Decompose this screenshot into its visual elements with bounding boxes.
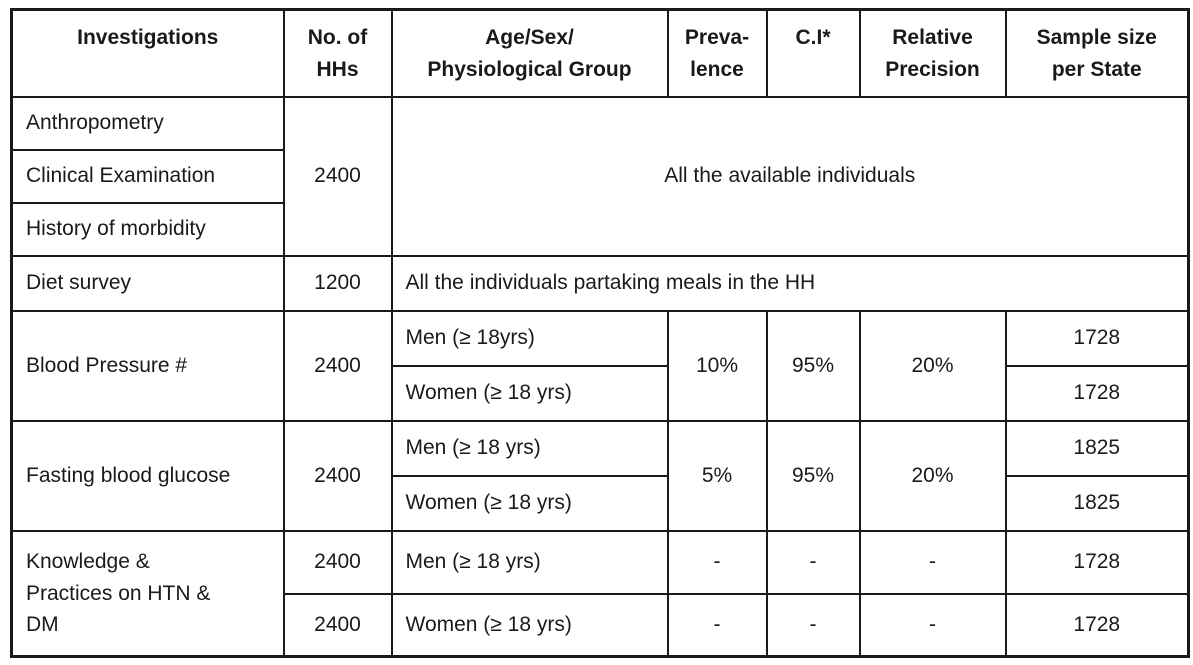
column-header-prevalence: Preva- lence	[666, 8, 768, 98]
cell-kp-men-group: Men (≥ 18 yrs)	[390, 529, 669, 595]
cell-kp-women-sample: 1728	[1004, 592, 1190, 658]
cell-kp-men-hhs: 2400	[282, 529, 393, 595]
cell-anthropometry: Anthropometry	[10, 95, 285, 151]
cell-kp-men-sample: 1728	[1004, 529, 1190, 595]
cell-kp-men-ci: -	[765, 529, 861, 595]
column-header-relative-precision: Relative Precision	[858, 8, 1007, 98]
cell-knowledge-practices: Knowledge & Practices on HTN & DM	[10, 529, 285, 658]
cell-fbg-hhs: 2400	[282, 419, 393, 532]
cell-diet-group: All the individuals partaking meals in t…	[390, 254, 1190, 312]
column-header-sample-size: Sample size per State	[1004, 8, 1190, 98]
table-row: Women (≥ 18 yrs) 1825	[12, 474, 1190, 532]
cell-household-group: All the available individuals	[390, 95, 1190, 257]
table-row: Women (≥ 18 yrs) 1728	[12, 364, 1190, 422]
cell-bp-hhs: 2400	[282, 309, 393, 422]
cell-blood-pressure: Blood Pressure #	[10, 309, 285, 422]
cell-kp-women-group: Women (≥ 18 yrs)	[390, 592, 669, 658]
table-row: Anthropometry 2400 All the available ind…	[10, 95, 1190, 257]
cell-bp-women-sample: 1728	[1004, 364, 1190, 422]
table-header: Investigations No. of HHs Age/Sex/ Physi…	[10, 8, 1190, 98]
cell-bp-men-sample: 1728	[1004, 309, 1190, 367]
cell-clinical-examination: Clinical Examination	[10, 148, 285, 204]
cell-fbg-relative-precision: 20%	[858, 419, 1007, 532]
cell-diet-survey: Diet survey	[10, 254, 285, 312]
cell-household-hhs: 2400	[282, 95, 393, 257]
column-header-ci: C.I*	[765, 8, 861, 98]
table-row: Clinical Examination	[10, 148, 1189, 204]
cell-kp-women-prevalence: -	[666, 592, 768, 658]
cell-kp-women-ci: -	[765, 592, 861, 658]
cell-fbg-men-sample: 1825	[1004, 419, 1190, 477]
cell-bp-women-group: Women (≥ 18 yrs)	[390, 364, 669, 422]
cell-diet-hhs: 1200	[282, 254, 393, 312]
table-body: Anthropometry 2400 All the available ind…	[10, 95, 1190, 658]
cell-kp-women-relative-precision: -	[858, 592, 1007, 658]
table-row: Blood Pressure # 2400 Men (≥ 18yrs) 10% …	[10, 309, 1190, 422]
cell-fbg-women-sample: 1825	[1004, 474, 1190, 532]
cell-bp-prevalence: 10%	[666, 309, 768, 422]
column-header-investigations: Investigations	[10, 8, 285, 98]
table-row: History of morbidity	[10, 201, 1189, 257]
cell-kp-men-relative-precision: -	[858, 529, 1007, 595]
cell-fbg-ci: 95%	[765, 419, 861, 532]
cell-fbg-men-group: Men (≥ 18 yrs)	[390, 419, 669, 477]
table-row: Knowledge & Practices on HTN & DM 2400 M…	[10, 529, 1190, 658]
sampling-design-table: Investigations No. of HHs Age/Sex/ Physi…	[10, 8, 1190, 658]
cell-history-of-morbidity: History of morbidity	[10, 201, 285, 257]
table-row: Diet survey 1200 All the individuals par…	[10, 254, 1190, 312]
cell-bp-relative-precision: 20%	[858, 309, 1007, 422]
column-header-no-of-hhs: No. of HHs	[282, 8, 393, 98]
table-row: 2400 Women (≥ 18 yrs) - - - 1728	[12, 592, 1190, 658]
cell-fbg-prevalence: 5%	[666, 419, 768, 532]
cell-kp-men-prevalence: -	[666, 529, 768, 595]
cell-fbg-women-group: Women (≥ 18 yrs)	[390, 474, 669, 532]
cell-fasting-blood-glucose: Fasting blood glucose	[10, 419, 285, 532]
column-header-age-sex-group: Age/Sex/ Physiological Group	[390, 8, 669, 98]
cell-bp-ci: 95%	[765, 309, 861, 422]
table-row: Fasting blood glucose 2400 Men (≥ 18 yrs…	[10, 419, 1190, 532]
cell-bp-men-group: Men (≥ 18yrs)	[390, 309, 669, 367]
cell-kp-women-hhs: 2400	[282, 592, 393, 658]
